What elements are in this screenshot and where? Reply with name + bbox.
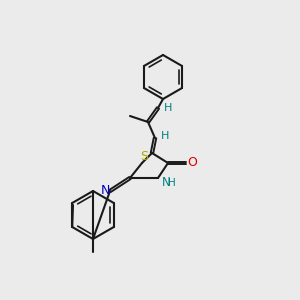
Text: S: S (140, 149, 148, 163)
Text: H: H (161, 131, 169, 141)
Text: N: N (162, 176, 170, 190)
Text: H: H (164, 103, 172, 113)
Text: O: O (187, 157, 197, 169)
Text: H: H (168, 178, 176, 188)
Text: N: N (100, 184, 110, 197)
